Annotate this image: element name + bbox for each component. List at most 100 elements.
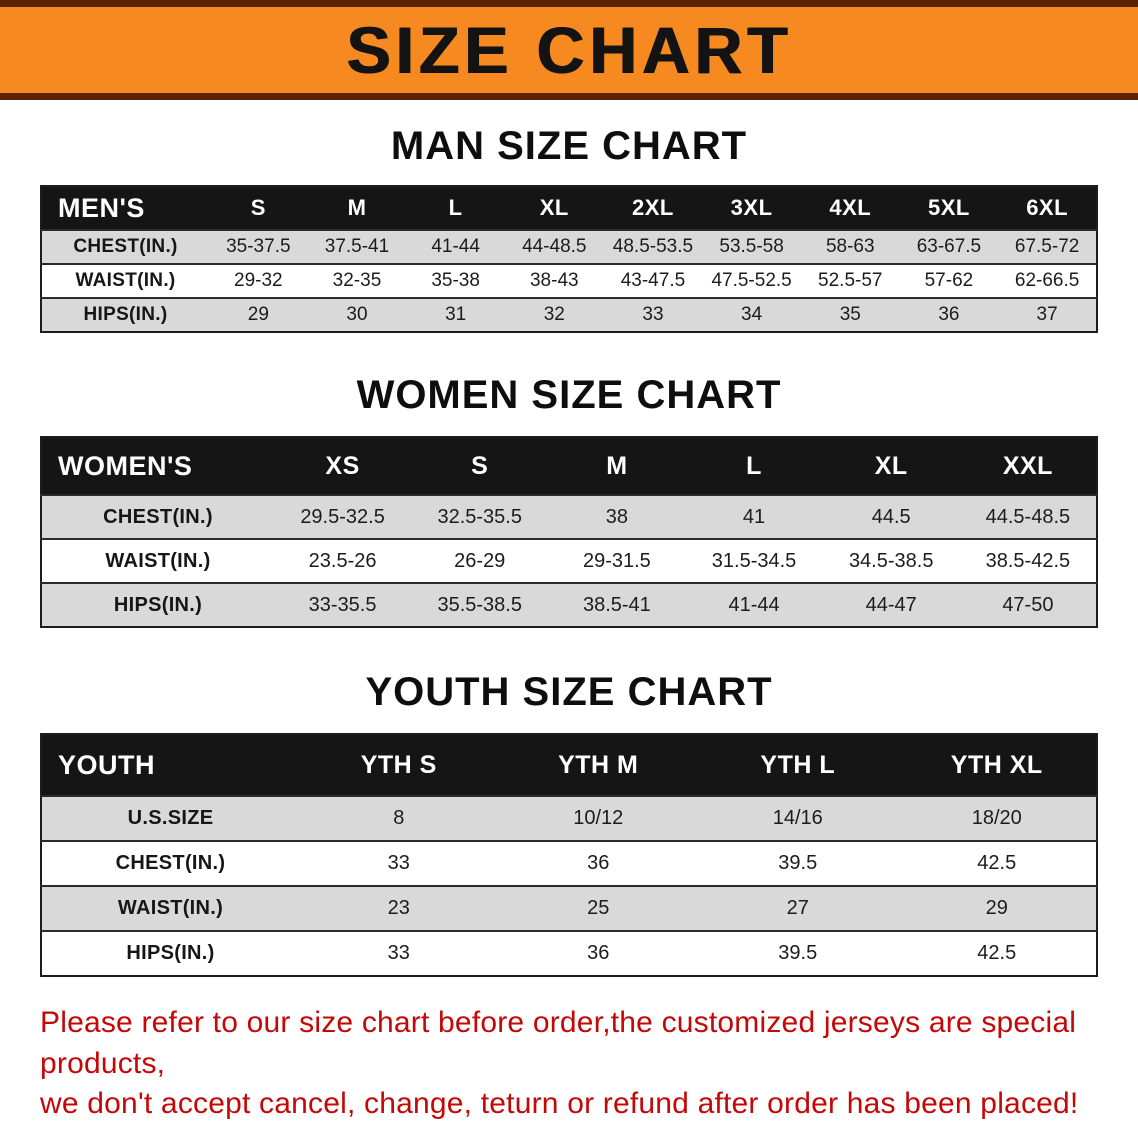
table-cell: 10/12	[573, 807, 624, 829]
note-line-2: we don't accept cancel, change, teturn o…	[40, 1087, 1079, 1120]
row-header: CHEST(IN.)	[73, 236, 178, 257]
table-cell: 34.5-38.5	[848, 549, 934, 572]
table-title-cell: WOMEN'S	[41, 437, 274, 495]
youth-section-heading: YOUTH SIZE CHART	[365, 670, 773, 714]
column-header: XS	[274, 437, 412, 495]
column-header: XL	[822, 437, 960, 495]
table-cell: 32	[543, 304, 565, 325]
column-header: YTH L	[698, 734, 898, 796]
table-cell: 42.5	[977, 942, 1017, 964]
table-cell: 38.5-42.5	[985, 549, 1071, 572]
table-cell: 67.5-72	[1014, 236, 1080, 257]
column-header: 4XL	[800, 186, 900, 230]
women-size-table: WOMEN'S XS S M L XL XXL CHEST(IN.) 29.5-32.5 32.5…	[40, 436, 1098, 628]
women-section-heading: WOMEN SIZE CHART	[356, 373, 782, 417]
table-cell: 29-32	[234, 270, 283, 291]
table-row: WAIST(IN.) 29-32 32-35 35-38 38-43 43-47.5 47.…	[41, 264, 1097, 298]
column-header: 6XL	[998, 186, 1097, 230]
table-row: U.S.SIZE 8 10/12 14/16 18/20	[41, 796, 1097, 841]
table-cell: 8	[393, 807, 405, 829]
table-cell: 29	[247, 304, 269, 325]
table-cell: 32.5-35.5	[437, 505, 522, 528]
column-header: YTH S	[299, 734, 499, 796]
table-cell: 25	[587, 897, 610, 919]
table-cell: 39.5	[778, 852, 818, 874]
row-header: HIPS(IN.)	[113, 593, 203, 616]
column-header: 5XL	[899, 186, 999, 230]
table-cell: 57-62	[924, 270, 974, 291]
column-header: XL	[504, 186, 604, 230]
table-cell: 44-47	[865, 593, 917, 616]
youth-size-section: YOUTH SIZE CHART YOUTH YTH S YTH M YTH L YTH…	[0, 670, 1138, 977]
row-header: CHEST(IN.)	[115, 852, 226, 874]
table-cell: 47.5-52.5	[711, 270, 792, 291]
column-header: L	[406, 186, 505, 230]
table-cell: 32-35	[332, 270, 382, 291]
table-row: HIPS(IN.) 29 30 31 32 33 34 35 36 37	[41, 298, 1097, 332]
row-header: WAIST(IN.)	[105, 549, 211, 572]
table-cell: 29.5-32.5	[300, 505, 385, 528]
table-cell: 36	[587, 942, 610, 964]
men-size-table: MEN'S S M L XL 2XL 3XL 4XL 5XL 6XL CHEST(IN.) 35-37…	[40, 185, 1098, 333]
table-cell: 38	[605, 505, 629, 528]
table-cell: 27	[786, 897, 809, 919]
column-header: M	[307, 186, 407, 230]
table-row: CHEST(IN.) 29.5-32.5 32.5-35.5 38 41 44.5 44.5…	[41, 495, 1097, 539]
table-cell: 35	[839, 304, 861, 325]
table-title-cell: YOUTH	[41, 734, 299, 796]
page-title: SIZE CHART	[346, 13, 792, 87]
table-cell: 35-38	[431, 270, 480, 291]
table-title-cell: MEN'S	[41, 186, 209, 230]
youth-size-table: YOUTH YTH S YTH M YTH L YTH XL U.S.SIZE 8 10/12…	[40, 733, 1098, 977]
table-cell: 41	[742, 505, 766, 528]
table-cell: 44.5-48.5	[985, 505, 1071, 528]
row-header: HIPS(IN.)	[83, 304, 168, 325]
table-cell: 33-35.5	[308, 593, 377, 616]
table-cell: 37	[1036, 304, 1058, 325]
column-header: S	[209, 186, 308, 230]
table-cell: 35.5-38.5	[437, 593, 522, 616]
table-row: CHEST(IN.) 35-37.5 37.5-41 41-44 44-48.5 48.5…	[41, 230, 1097, 264]
size-table: MEN'S S M L XL 2XL 3XL 4XL 5XL 6XL CHEST(IN.) 35-37…	[40, 185, 1098, 333]
table-cell: 33	[387, 942, 410, 964]
table-cell: 33	[642, 304, 664, 325]
table-cell: 41-44	[728, 593, 780, 616]
column-header: 3XL	[702, 186, 801, 230]
table-cell: 38.5-41	[582, 593, 651, 616]
table-cell: 29-31.5	[582, 549, 651, 572]
table-cell: 43-47.5	[620, 270, 686, 291]
row-header: WAIST(IN.)	[117, 897, 224, 919]
table-cell: 47-50	[1002, 593, 1054, 616]
size-table: YOUTH YTH S YTH M YTH L YTH XL U.S.SIZE 8 10/12…	[40, 733, 1098, 977]
table-cell: 30	[346, 304, 368, 325]
table-cell: 18/20	[971, 807, 1022, 829]
table-cell: 26-29	[454, 549, 506, 572]
banner: SIZE CHART	[0, 0, 1138, 100]
table-cell: 63-67.5	[916, 236, 982, 257]
column-header: YTH M	[498, 734, 698, 796]
table-cell: 31.5-34.5	[711, 549, 797, 572]
row-header: HIPS(IN.)	[126, 942, 215, 964]
table-cell: 34	[741, 304, 763, 325]
men-section-heading: MAN SIZE CHART	[390, 124, 748, 168]
table-cell: 58-63	[825, 236, 875, 257]
table-cell: 48.5-53.5	[612, 236, 694, 257]
note-line-1: Please refer to our size chart before or…	[40, 1006, 1077, 1080]
column-header: XXL	[959, 437, 1097, 495]
column-header: 2XL	[603, 186, 703, 230]
table-row: HIPS(IN.) 33 36 39.5 42.5	[41, 931, 1097, 976]
table-cell: 44.5	[871, 505, 911, 528]
table-row: WAIST(IN.) 23.5-26 26-29 29-31.5 31.5-34.5 34…	[41, 539, 1097, 583]
row-header: WAIST(IN.)	[75, 270, 176, 291]
table-cell: 36	[587, 852, 610, 874]
table-cell: 41-44	[431, 236, 480, 257]
column-header: M	[548, 437, 686, 495]
table-row: HIPS(IN.) 33-35.5 35.5-38.5 38.5-41 41-44 44-…	[41, 583, 1097, 627]
table-cell: 36	[938, 304, 960, 325]
table-cell: 14/16	[772, 807, 823, 829]
table-cell: 62-66.5	[1014, 270, 1080, 291]
disclaimer-note: Please refer to our size chart before or…	[40, 1003, 1098, 1125]
table-cell: 33	[387, 852, 410, 874]
row-header: CHEST(IN.)	[103, 505, 213, 528]
table-cell: 44-48.5	[522, 236, 587, 257]
